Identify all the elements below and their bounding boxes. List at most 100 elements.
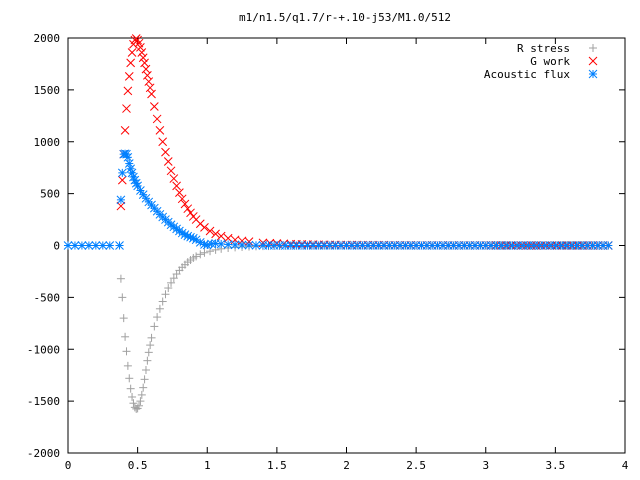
data-point <box>183 204 193 214</box>
x-tick-label: 0.5 <box>128 459 148 472</box>
data-point <box>192 252 201 261</box>
data-point <box>172 181 181 191</box>
data-point <box>120 125 130 135</box>
axes: 0 0.5 1 1.5 2 2.5 3 3.5 4 2000 1500 1000 500 0 -500 -10… <box>27 32 629 472</box>
data-point <box>175 188 184 197</box>
data-point <box>223 240 233 249</box>
data-point <box>211 229 220 239</box>
data-point <box>167 278 176 287</box>
data-point <box>136 397 145 406</box>
data-point <box>206 247 215 256</box>
data-point <box>141 64 151 74</box>
data-point <box>186 208 195 218</box>
x-tick-label: 3.5 <box>545 459 565 472</box>
data-point <box>133 181 142 191</box>
data-point <box>244 240 254 250</box>
legend-label: G work <box>530 55 570 68</box>
data-point <box>105 241 115 250</box>
data-point <box>128 392 137 401</box>
legend-marker <box>588 69 598 79</box>
data-point <box>116 274 125 283</box>
data-point <box>135 401 144 410</box>
data-point <box>125 374 134 383</box>
data-point <box>115 241 124 250</box>
data-point <box>406 241 416 250</box>
data-point <box>147 333 156 342</box>
data-point <box>180 199 190 209</box>
data-point <box>196 250 205 259</box>
legend-marker <box>589 44 597 52</box>
data-point <box>598 241 608 250</box>
legend-label: Acoustic flux <box>484 68 570 81</box>
data-point <box>155 125 165 135</box>
y-tick-label: -1000 <box>27 343 60 356</box>
data-point <box>145 83 155 93</box>
y-tick-label: -2000 <box>27 447 60 460</box>
series-r-stress <box>116 241 613 413</box>
data-point <box>158 297 167 306</box>
data-point <box>216 231 226 241</box>
data-point <box>161 290 170 299</box>
data-point <box>161 147 170 157</box>
data-point <box>122 347 131 356</box>
x-tick-label: 0 <box>65 459 72 472</box>
data-point <box>127 48 137 57</box>
data-point <box>124 72 134 81</box>
data-point <box>138 53 148 63</box>
data-point <box>147 89 156 99</box>
data-point <box>143 356 152 365</box>
data-point <box>476 241 485 250</box>
data-point <box>70 241 80 250</box>
data-point <box>144 348 153 357</box>
data-point <box>143 70 152 80</box>
y-tick-label: 500 <box>40 188 60 201</box>
data-point <box>126 384 135 393</box>
data-point <box>230 240 240 250</box>
data-point <box>124 159 134 168</box>
data-point <box>205 226 215 236</box>
data-point <box>122 104 131 113</box>
y-tick-label: 2000 <box>34 32 61 45</box>
data-point <box>545 241 555 250</box>
y-tick-label: 1500 <box>34 84 61 97</box>
y-tick-label: 1000 <box>34 136 61 149</box>
data-point <box>223 233 233 243</box>
data-point <box>166 166 176 176</box>
data-point <box>137 390 146 399</box>
data-point <box>216 239 226 249</box>
data-point <box>149 102 159 111</box>
data-point <box>152 114 162 124</box>
data-point <box>119 314 128 323</box>
data-point <box>150 322 159 331</box>
x-tick-label: 2.5 <box>406 459 426 472</box>
data-point <box>123 361 132 370</box>
data-point <box>117 175 127 185</box>
data-point <box>158 137 168 147</box>
x-tick-label: 1.5 <box>267 459 287 472</box>
data-point <box>123 152 133 162</box>
data-point <box>117 168 127 178</box>
data-point <box>207 239 216 249</box>
y-tick-label: 0 <box>53 240 60 253</box>
data-point <box>129 399 138 408</box>
x-tick-label: 1 <box>204 459 211 472</box>
data-point <box>163 157 173 166</box>
data-point <box>195 238 205 247</box>
data-point <box>121 332 130 341</box>
data-point <box>237 240 247 250</box>
data-point <box>140 375 149 384</box>
data-point <box>336 241 346 250</box>
data-point <box>118 293 127 302</box>
chart-title: m1/n1.5/q1.7/r-+.10-j53/M1.0/512 <box>239 11 451 24</box>
x-tick-label: 2 <box>343 459 350 472</box>
data-point <box>84 241 94 250</box>
data-point <box>77 241 87 250</box>
data-point <box>155 304 164 313</box>
data-point <box>146 341 155 350</box>
x-tick-label: 4 <box>622 459 629 472</box>
x-tick-label: 3 <box>482 459 489 472</box>
data-point <box>140 58 149 68</box>
series-acoustic-flux <box>63 149 613 250</box>
data-point <box>308 241 318 250</box>
